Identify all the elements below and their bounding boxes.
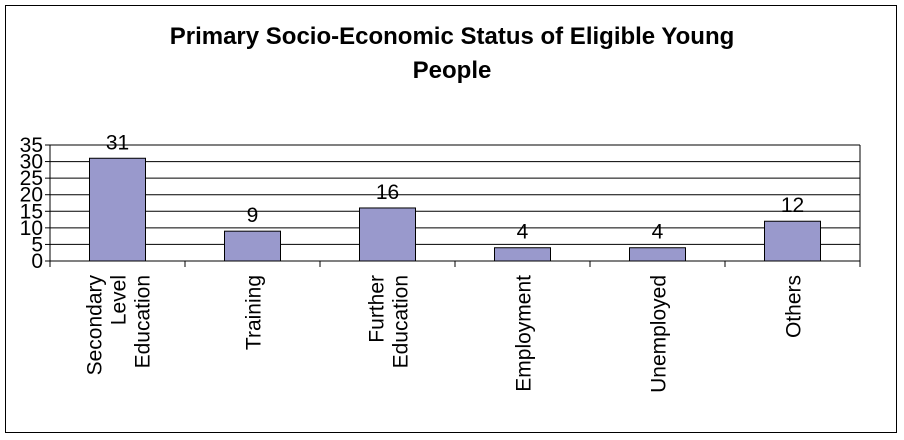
bars (89, 157, 821, 262)
chart-title: Primary Socio-Economic Status of Eligibl… (0, 20, 904, 88)
x-category-label: Training (243, 275, 266, 350)
x-tick-label: Level (108, 275, 131, 325)
x-tick-label: Education (390, 275, 413, 368)
bar (89, 157, 146, 262)
data-labels: 31 9 16 4 4 12 (106, 131, 804, 243)
y-tick-label: 30 (20, 151, 43, 174)
data-label: 4 (517, 221, 529, 244)
x-category-label: Others (783, 275, 806, 338)
x-axis: Secondary Level Education Training Further Ed… (49, 260, 861, 393)
x-tick-label: Others (783, 275, 806, 338)
y-tick-label: 35 (20, 134, 43, 157)
x-tick-label: Further (366, 275, 389, 343)
y-tick-label: 0 (31, 250, 43, 273)
data-label: 4 (652, 221, 664, 244)
x-category-label: Secondary Level Education (84, 275, 155, 376)
x-tick-label: Unemployed (648, 275, 671, 393)
chart-frame (5, 5, 897, 433)
bar (629, 247, 686, 262)
bar (224, 230, 281, 262)
bar (494, 247, 551, 262)
x-category-label: Unemployed (648, 275, 671, 393)
y-tick-label: 15 (20, 200, 43, 223)
chart-title-line-1: Primary Socio-Economic Status of Eligibl… (169, 23, 735, 50)
x-tick-label: Secondary (84, 275, 107, 376)
x-category-label: Further Education (366, 275, 413, 368)
y-tick-label: 5 (31, 233, 43, 256)
y-tick-label: 10 (20, 217, 43, 240)
bar (359, 207, 416, 262)
x-tick-label: Training (243, 275, 266, 350)
y-tick-label: 25 (20, 167, 43, 190)
data-label: 16 (376, 181, 399, 204)
x-tick-label: Education (132, 275, 155, 368)
x-category-label: Employment (513, 275, 536, 392)
data-label: 12 (781, 194, 804, 217)
y-tick-label: 20 (20, 184, 43, 207)
x-tick-label: Employment (513, 275, 536, 392)
data-label: 9 (247, 204, 259, 227)
bar (764, 220, 821, 262)
gridlines (50, 144, 860, 262)
data-label: 31 (106, 131, 129, 154)
chart-title-line-2: People (412, 57, 492, 84)
